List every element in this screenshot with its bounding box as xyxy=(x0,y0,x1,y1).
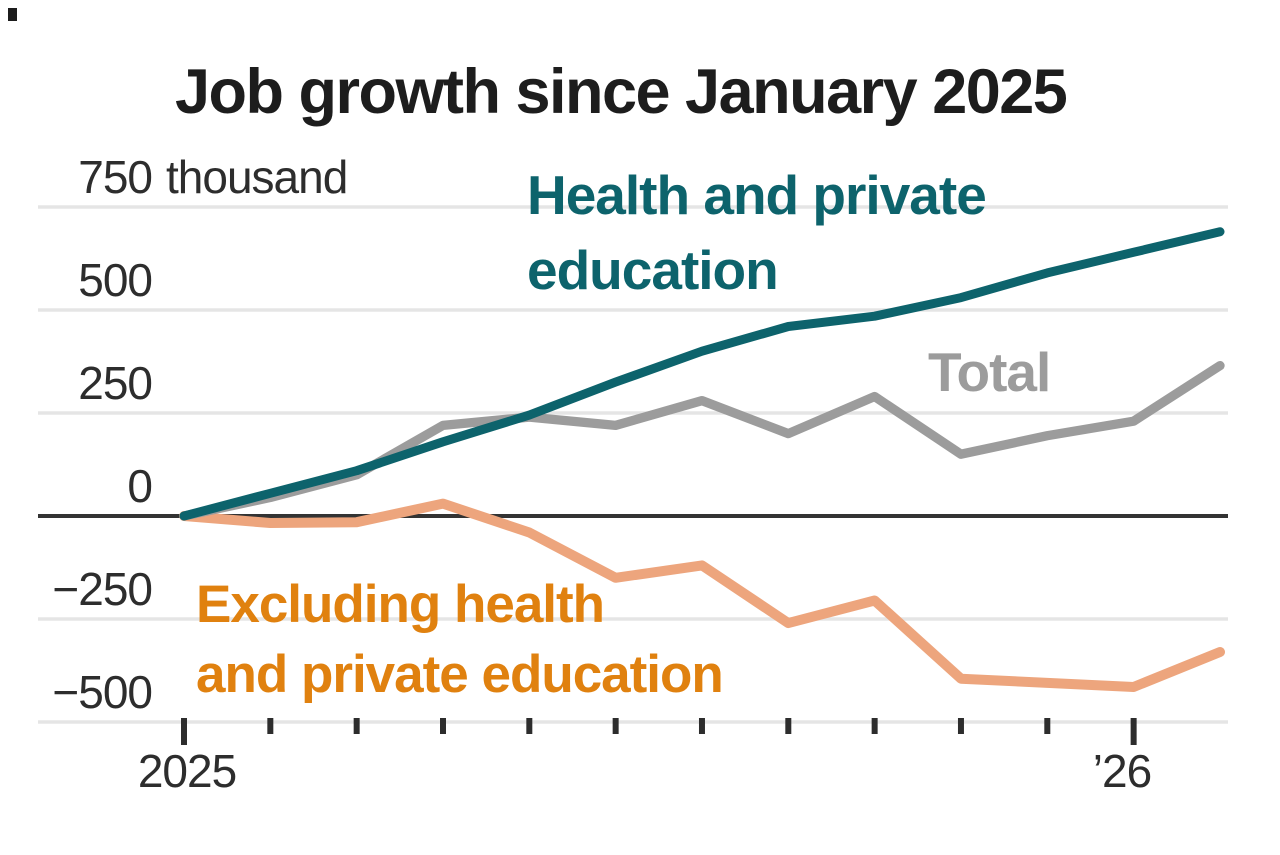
series-label-health-private-education: Health and private education xyxy=(527,158,987,308)
x-axis-label-26: ’26 xyxy=(1092,745,1152,797)
y-axis-label: −500 xyxy=(0,666,153,718)
y-axis-label: 500 xyxy=(0,254,153,306)
y-axis-label: −250 xyxy=(0,563,153,615)
line-excluding-health-education xyxy=(179,498,1225,692)
line-total xyxy=(179,360,1225,521)
line-health-private-education xyxy=(179,227,1225,521)
y-axis-tick-value: 500 xyxy=(78,254,153,306)
y-axis-tick-value: 0 xyxy=(127,460,153,512)
series-label-excluding-line2: and private education xyxy=(196,645,724,704)
y-axis-unit-label: thousand xyxy=(166,151,348,203)
series-label-health-line2: education xyxy=(527,239,779,301)
y-axis-tick-value: −500 xyxy=(52,666,153,718)
chart-title: Job growth since January 2025 xyxy=(175,57,1068,127)
y-axis-tick-value: 250 xyxy=(78,357,153,409)
y-axis-tick-value: −250 xyxy=(52,563,153,615)
y-axis-label: 750 thousand xyxy=(0,151,348,203)
series-label-excluding-health-education: Excluding health and private education xyxy=(196,570,724,710)
y-axis-label: 250 xyxy=(0,357,153,409)
series-label-health-line1: Health and private xyxy=(527,164,987,226)
y-axis-tick-value: 750 xyxy=(78,151,153,203)
series-label-total: Total xyxy=(928,341,1051,403)
screenshot-artifact xyxy=(8,8,17,21)
y-axis-label: 0 xyxy=(0,460,153,512)
series-label-excluding-line1: Excluding health xyxy=(196,575,605,634)
x-axis-label-2025: 2025 xyxy=(137,745,237,797)
